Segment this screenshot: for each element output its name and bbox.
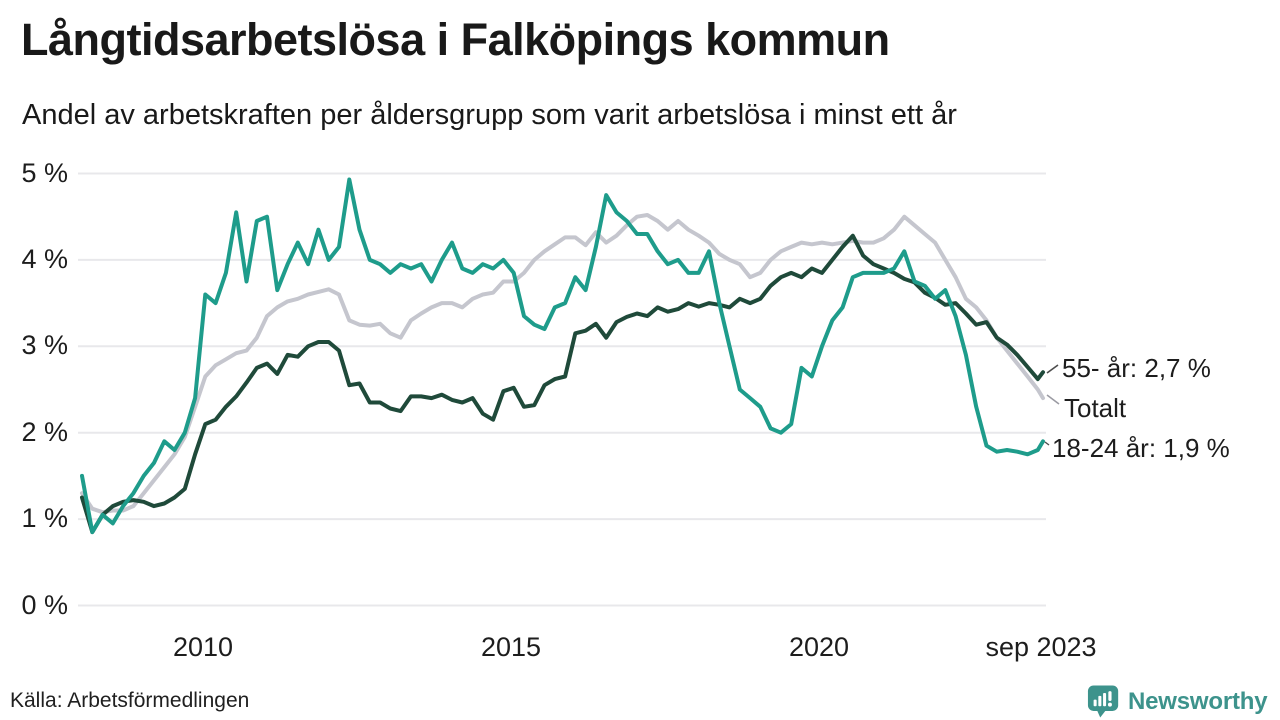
x-tick-label: 2015: [480, 632, 542, 662]
brand-name: Newsworthy: [1128, 687, 1268, 715]
annotation-total: Totalt: [1064, 393, 1127, 423]
y-tick-label: 5 %: [21, 157, 68, 188]
series-line-55-r: [80, 233, 1045, 535]
chart-subtitle: Andel av arbetskraften per åldersgrupp s…: [22, 99, 957, 131]
annotation-18-24: 18-24 år: 1,9 %: [1052, 433, 1230, 463]
gridlines: [78, 172, 1046, 607]
x-tick-label: 2020: [788, 632, 850, 662]
page-title: Långtidsarbetslösa i Falköpings kommun: [21, 14, 890, 65]
series-lines: [80, 177, 1045, 535]
x-tick-label: sep 2023: [985, 632, 1097, 662]
x-tick-label: 2010: [172, 632, 234, 662]
series-line-totalt: [80, 213, 1045, 515]
newsworthy-logo-icon: [1087, 685, 1119, 718]
y-tick-label: 0 %: [21, 589, 68, 620]
source-note: Källa: Arbetsförmedlingen: [10, 689, 250, 712]
y-tick-label: 2 %: [21, 416, 68, 447]
y-tick-label: 4 %: [21, 243, 68, 274]
y-tick-label: 3 %: [21, 330, 68, 361]
annotation-connectors: [1044, 364, 1060, 446]
brand: Newsworthy: [1087, 684, 1268, 719]
series-line-18-24-r: [80, 177, 1045, 535]
y-tick-label: 1 %: [21, 503, 68, 534]
annotation-55-plus: 55- år: 2,7 %: [1062, 353, 1211, 383]
